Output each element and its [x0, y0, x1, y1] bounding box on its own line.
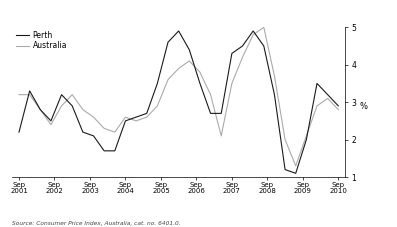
Legend: Perth, Australia: Perth, Australia: [16, 31, 67, 50]
Y-axis label: %: %: [359, 102, 368, 111]
Text: Source: Consumer Price Index, Australia, cat. no. 6401.0.: Source: Consumer Price Index, Australia,…: [12, 221, 181, 226]
